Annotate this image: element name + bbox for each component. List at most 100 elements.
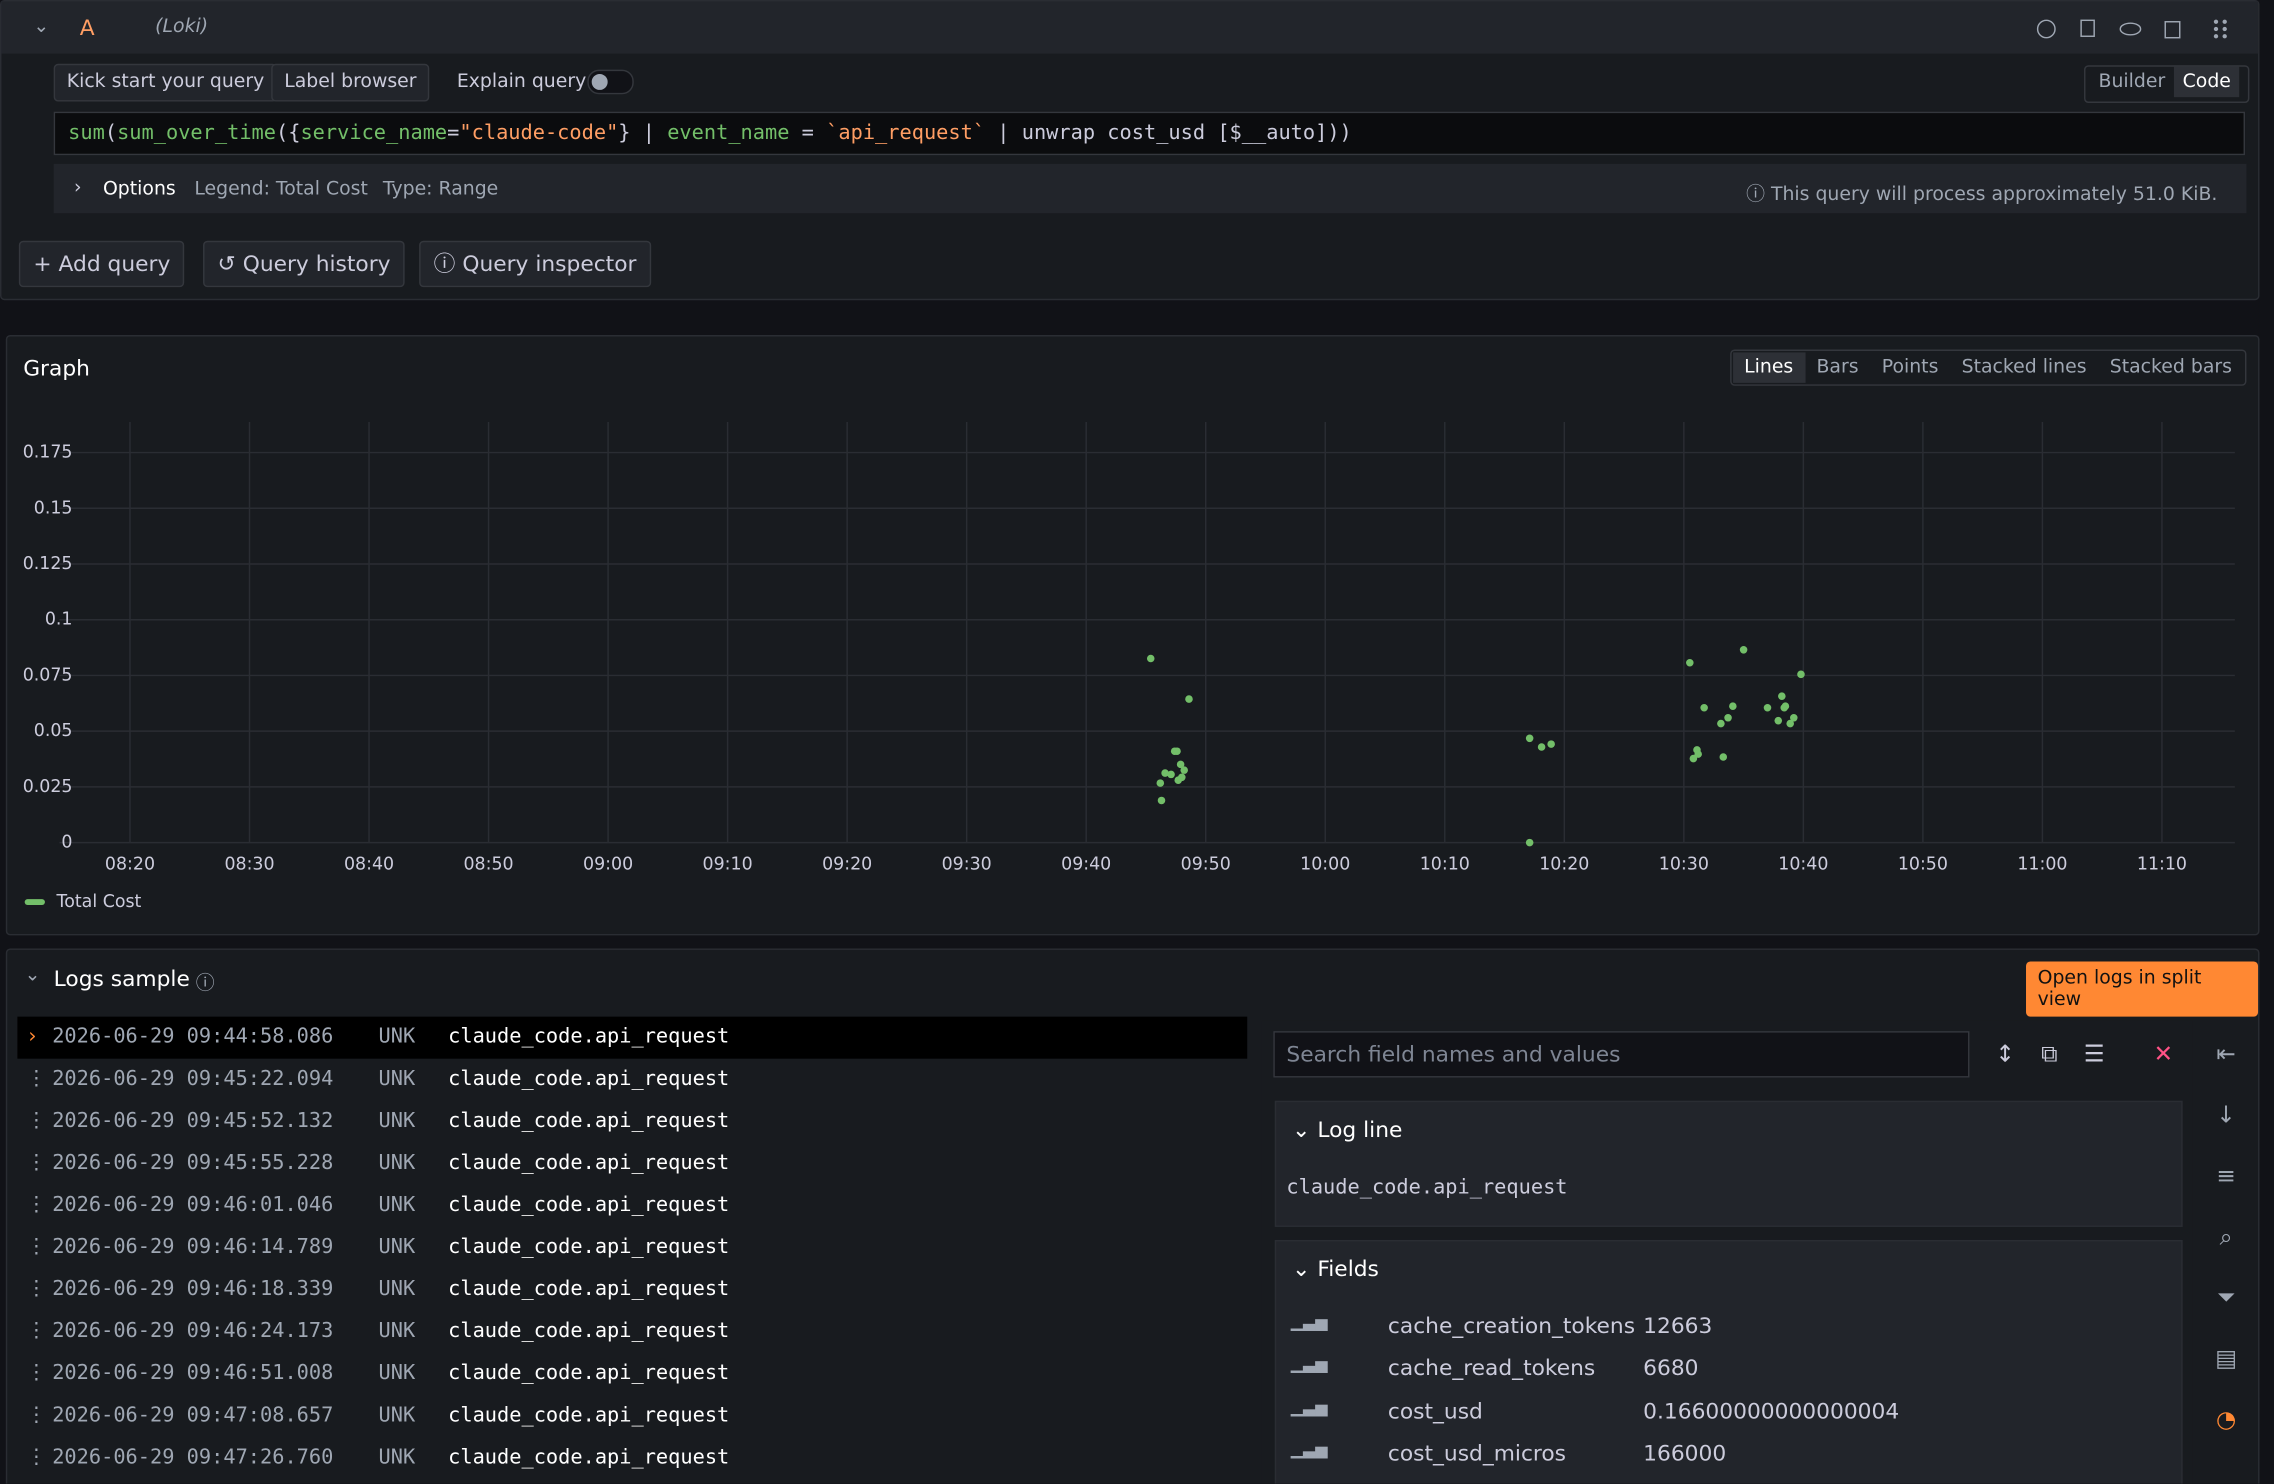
detail-tools[interactable]: ↕⧉☰ (1995, 1039, 2131, 1068)
builder-mode[interactable]: Builder (2098, 71, 2166, 93)
point (1719, 753, 1728, 761)
point (1537, 743, 1546, 751)
label: Add query (58, 250, 171, 277)
row-icon: ⋮ (26, 1235, 47, 1259)
level: UNK (378, 1109, 416, 1133)
point (1167, 770, 1175, 779)
stats-icon[interactable]: ▁▃▅ (1290, 1439, 1328, 1459)
log-row[interactable]: ⋮ 2026-06-29 09:46:18.339 UNK claude_code.a… (17, 1269, 1247, 1311)
stats-icon[interactable]: ▁▃▅ (1290, 1354, 1328, 1374)
point (1686, 658, 1694, 667)
token: = (789, 121, 827, 146)
log-row[interactable]: › 2026-06-29 09:44:58.086 UNK claude_code.a… (17, 1016, 1248, 1059)
row-icon: ⋮ (26, 1277, 47, 1301)
level: UNK (378, 1193, 416, 1217)
point (1700, 703, 1708, 712)
log-row[interactable]: ⋮ 2026-06-29 09:46:51.008 UNK claude_code.a… (17, 1353, 1247, 1395)
message: claude_code.api_request (448, 1151, 730, 1175)
log-row[interactable]: ⋮ 2026-06-29 09:46:01.046 UNK claude_code.a… (17, 1185, 1247, 1227)
style-option[interactable]: Points (1881, 356, 1939, 379)
timestamp: 2026-06-29 09:46:01.046 (52, 1193, 334, 1217)
add-query-button[interactable]: + Add query (18, 240, 185, 288)
query-letter: A (79, 14, 95, 41)
point (1778, 692, 1786, 700)
x-tick-label: 08:20 (105, 854, 155, 874)
collapse-icon[interactable]: ⌄ (33, 15, 50, 38)
x-tick-label: 09:50 (1181, 854, 1231, 874)
level: UNK (378, 1151, 416, 1175)
collapse-icon[interactable]: ⌄ (24, 964, 41, 987)
field-value: 6680 (1643, 1354, 1699, 1382)
options-label[interactable]: Options (102, 178, 176, 201)
stats-icon[interactable]: ▁▃▅ (1290, 1397, 1328, 1417)
query-icons[interactable] (2032, 16, 2235, 42)
log-row[interactable]: ⋮ 2026-06-29 09:46:24.173 UNK claude_code.a… (17, 1311, 1247, 1353)
row-icon: ⋮ (26, 1151, 47, 1175)
log-row[interactable]: ⋮ 2026-06-29 09:45:22.094 UNK claude_code.a… (17, 1059, 1247, 1101)
log-row[interactable]: ⋮ 2026-06-29 09:47:26.760 UNK claude_code.a… (17, 1437, 1247, 1479)
point (1525, 838, 1534, 847)
legend-label[interactable]: Total Cost (56, 892, 142, 912)
row-icon: ⋮ (26, 1109, 47, 1133)
chart: 0 0.025 0.05 0.075 0.1 0.125 0.15 0.175 08:20 08:… (23, 422, 2235, 912)
field-value: 0.16600000000000004 (1643, 1397, 1900, 1424)
options-bar[interactable] (53, 163, 2247, 214)
x-tick-label: 10:00 (1300, 854, 1350, 874)
side-toolbar[interactable]: ⇤ ↓ ≡ ⌕ ⏷ ▤ ◔ (2215, 1039, 2238, 1433)
x-tick-label: 10:10 (1420, 854, 1470, 874)
info-icon[interactable]: ⓘ (195, 973, 215, 995)
label-browser-button[interactable]: Label browser (271, 63, 430, 102)
style-option[interactable]: Bars (1816, 356, 1859, 379)
query-history-button[interactable]: ↺ Query history (203, 240, 406, 288)
x-tick-label: 09:40 (1061, 854, 1111, 874)
point (1763, 703, 1772, 712)
estimate: ⓘ This query will process approximately … (1746, 184, 2218, 206)
log-row[interactable]: ⋮ 2026-06-29 09:47:08.657 UNK claude_code.a… (17, 1395, 1247, 1437)
stats-icon[interactable]: ▁▃▅ (1290, 1312, 1328, 1332)
field-name: cache_read_tokens (1387, 1354, 1596, 1382)
token: `api_request` (826, 121, 986, 146)
close-button[interactable]: ✕ (2153, 1039, 2174, 1068)
query-inspector-button[interactable]: ⓘ Query inspector (419, 240, 651, 288)
code-mode[interactable]: Code (2173, 66, 2240, 98)
open-split-button[interactable]: Open logs in split view (2026, 961, 2259, 1017)
y-tick-label: 0.15 (34, 498, 73, 518)
type-option: Type: Range (382, 178, 499, 201)
explain-toggle[interactable] (587, 69, 634, 95)
style-option[interactable]: Lines (1732, 352, 1805, 383)
level: UNK (378, 1277, 416, 1301)
level: UNK (378, 1025, 416, 1049)
field-value: 12663 (1643, 1312, 1713, 1339)
point (1774, 716, 1783, 725)
token: | unwrap cost_usd [$__auto])) (985, 121, 1352, 146)
row-icon: ⋮ (26, 1445, 47, 1470)
timestamp: 2026-06-29 09:46:51.008 (52, 1361, 334, 1385)
fields-title: ⌄ Fields (1292, 1255, 1379, 1283)
legend-swatch (24, 899, 45, 905)
field-name: cost_usd_micros (1387, 1439, 1567, 1467)
logs-title: Logs sample (53, 965, 190, 992)
query-panel: ⌄ A (Loki) Kick start your query Label b… (0, 0, 2260, 301)
log-row[interactable]: ⋮ 2026-06-29 09:45:52.132 UNK claude_code.a… (17, 1101, 1247, 1143)
message: claude_code.api_request (448, 1403, 730, 1428)
message: claude_code.api_request (448, 1067, 730, 1091)
message: claude_code.api_request (448, 1109, 730, 1133)
style-option[interactable]: Stacked bars (2109, 356, 2232, 379)
token: "claude-code" (459, 121, 619, 146)
style-option[interactable]: Stacked lines (1961, 356, 2087, 379)
point (1156, 779, 1165, 787)
log-row[interactable]: ⋮ 2026-06-29 09:45:55.228 UNK claude_code.a… (17, 1143, 1247, 1185)
search-input[interactable]: Search field names and values (1273, 1031, 1970, 1078)
row-icon: ⋮ (26, 1193, 47, 1217)
row-icon: › (26, 1025, 39, 1049)
kick-start-button[interactable]: Kick start your query (53, 63, 278, 102)
point (1157, 796, 1166, 805)
y-tick-label: 0.025 (23, 777, 73, 797)
options-chevron[interactable]: › (73, 176, 82, 199)
level: UNK (378, 1403, 416, 1428)
log-row[interactable]: ⋮ 2026-06-29 09:46:14.789 UNK claude_code.a… (17, 1227, 1247, 1269)
point (1547, 740, 1555, 748)
fields-section (1274, 1239, 2183, 1484)
query-editor[interactable]: sum(sum_over_time({service_name="claude-… (53, 111, 2246, 156)
x-tick-label: 09:00 (583, 854, 633, 874)
